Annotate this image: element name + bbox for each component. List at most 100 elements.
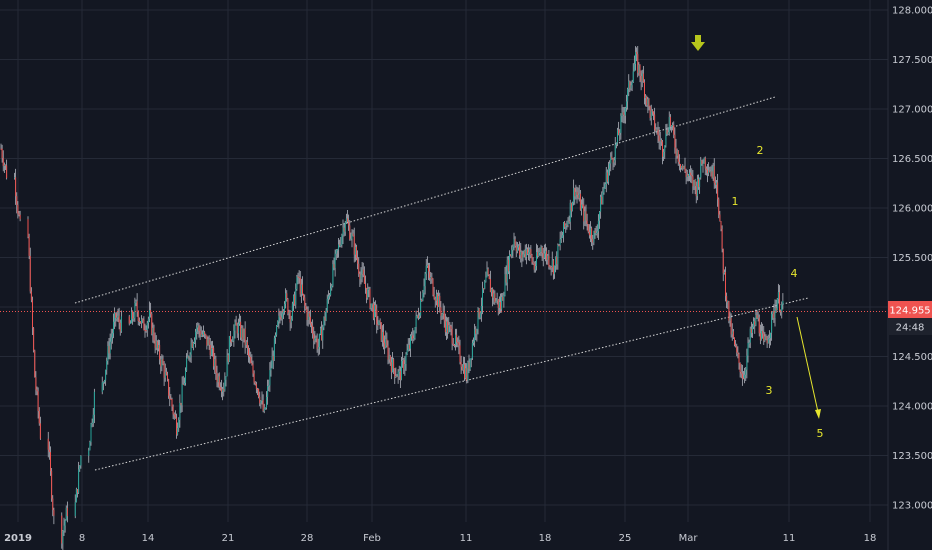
price-bar-body [673, 125, 675, 135]
price-bar-body [18, 213, 20, 215]
price-bar-body [6, 165, 8, 179]
price-bar-body [173, 414, 175, 416]
price-bar-body [428, 264, 429, 272]
price-bar-body [464, 364, 465, 379]
price-bar-body [664, 145, 666, 152]
countdown-badge-bg [888, 318, 932, 335]
price-bar-body [624, 107, 626, 116]
price-bar-body [376, 309, 378, 325]
y-tick-label: 127.000 [892, 105, 932, 116]
price-bar-body [51, 470, 53, 499]
price-bar-body [406, 350, 408, 355]
price-bar-body [408, 345, 410, 349]
price-bar-body [38, 411, 40, 424]
price-bar-body [768, 338, 770, 340]
price-bar-body [296, 276, 298, 290]
price-bar-body [295, 289, 297, 305]
price-bar-body [614, 144, 616, 161]
price-bar-body [50, 452, 51, 471]
price-bar-body [171, 399, 173, 407]
price-bar-body [93, 391, 95, 415]
price-bar-body [773, 311, 775, 318]
price-bar-body [479, 313, 481, 318]
price-bar-body [692, 176, 694, 187]
price-bar-body [442, 312, 444, 314]
time-axis[interactable]: 2019 8 14 21 28 Feb 11 18 25 Mar 11 18 [4, 533, 876, 544]
price-bar-body [725, 271, 726, 296]
price-bar-body [547, 255, 549, 260]
price-bar-body [288, 312, 290, 314]
price-bar-body [695, 185, 697, 197]
projection-arrow-line [796, 316, 819, 413]
price-bar-body [767, 339, 769, 344]
price-bar-body [261, 399, 263, 401]
price-bar-body [771, 314, 773, 333]
price-bar-body [273, 337, 275, 361]
price-bar-body [566, 224, 568, 226]
price-bar-body [731, 331, 733, 335]
price-bar-body [450, 326, 452, 330]
price-bar-body [90, 423, 92, 443]
price-bar-body [390, 362, 392, 372]
price-bar-body [357, 258, 359, 264]
price-bar-body [581, 204, 582, 211]
price-bar-body [52, 498, 54, 511]
price-bar-body [684, 166, 686, 172]
price-bar-body [582, 204, 584, 206]
price-bar-body [720, 221, 722, 230]
price-bar-body [590, 228, 591, 236]
price-bar-body [188, 356, 190, 358]
price-bar-body [361, 269, 363, 275]
price-bar-body [174, 414, 176, 418]
price-bar-body [426, 264, 428, 266]
price-bar-body [297, 276, 299, 278]
price-bar-body [401, 361, 402, 381]
price-bar-body [461, 366, 463, 371]
price-bar-body [474, 329, 476, 342]
price-bar-body [719, 214, 721, 222]
price-bar-body [727, 301, 729, 303]
price-bar-body [521, 251, 523, 259]
price-bar-body [647, 99, 649, 106]
price-bar-body [488, 274, 490, 279]
price-bar-body [515, 245, 517, 252]
price-bar-body [754, 320, 756, 326]
price-bar-body [32, 300, 33, 329]
price-bar-body [151, 313, 153, 335]
price-bar-body [311, 323, 312, 326]
price-bar-body [601, 196, 603, 205]
price-bar-body [738, 353, 740, 363]
price-bar-body [667, 132, 669, 135]
price-bar-body [189, 354, 191, 358]
price-bar-body [736, 346, 738, 353]
price-bar-body [782, 300, 784, 305]
price-bar-body [191, 342, 193, 348]
chart-grid [0, 0, 888, 522]
price-bar-body [674, 134, 676, 148]
price-bar-body [101, 382, 103, 392]
price-bar-body [763, 333, 765, 341]
price-bar-body [749, 328, 751, 343]
price-bar-body [281, 313, 283, 320]
price-bar-body [758, 317, 760, 334]
price-bar-body [561, 235, 563, 238]
price-bar-body [483, 288, 485, 290]
price-bar-body [204, 331, 206, 335]
price-bar-body [369, 288, 371, 309]
price-bar-body [395, 375, 397, 377]
price-bar-body [223, 389, 225, 391]
price-bar-body [78, 469, 80, 493]
price-axis-panel[interactable] [888, 0, 932, 550]
price-bar-body [248, 347, 249, 356]
price-bar-body [704, 157, 706, 169]
price-bar-body [340, 244, 342, 246]
price-bar-body [644, 82, 645, 99]
price-bar-body [341, 235, 343, 245]
price-bar-body [388, 355, 390, 360]
price-bar-body [333, 264, 335, 268]
price-bar-body [746, 355, 748, 370]
price-bar-body [404, 364, 406, 370]
price-bar-body [745, 369, 747, 375]
